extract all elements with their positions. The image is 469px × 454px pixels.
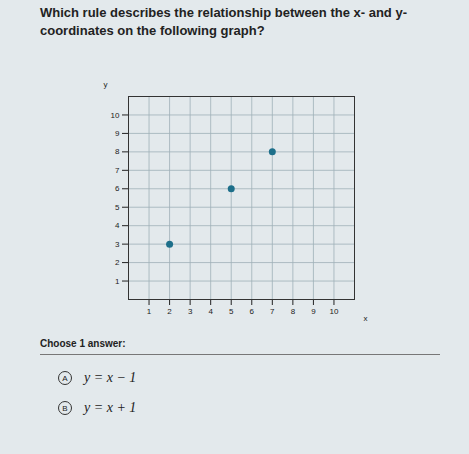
html-text:A: A xyxy=(62,373,68,383)
svg-text:10: 10 xyxy=(330,307,339,316)
svg-text:10: 10 xyxy=(111,111,120,120)
svg-text:3: 3 xyxy=(115,240,120,249)
html-text:y = x − 1: y = x − 1 xyxy=(84,370,137,385)
svg-text:x: x xyxy=(364,314,368,323)
svg-text:1: 1 xyxy=(147,307,152,316)
svg-text:3: 3 xyxy=(188,307,193,316)
svg-text:8: 8 xyxy=(291,307,296,316)
svg-text:1: 1 xyxy=(115,277,120,286)
svg-text:9: 9 xyxy=(115,129,120,138)
svg-text:4: 4 xyxy=(115,221,120,230)
svg-text:4: 4 xyxy=(208,307,213,316)
svg-text:6: 6 xyxy=(250,307,255,316)
html-text:y = x + 1: y = x + 1 xyxy=(84,400,137,415)
svg-text:7: 7 xyxy=(270,307,275,316)
svg-text:7: 7 xyxy=(115,166,120,175)
html-text:Which rule describes the relat: Which rule describes the relationship be… xyxy=(40,5,407,38)
html-text:B: B xyxy=(62,403,68,413)
svg-text:6: 6 xyxy=(115,184,120,193)
svg-text:5: 5 xyxy=(115,203,120,212)
svg-text:9: 9 xyxy=(311,307,316,316)
svg-text:5: 5 xyxy=(229,307,234,316)
svg-text:8: 8 xyxy=(115,147,120,156)
html-text:Choose 1 answer:: Choose 1 answer: xyxy=(40,338,126,349)
svg-text:2: 2 xyxy=(167,307,172,316)
svg-text:y: y xyxy=(104,80,108,89)
svg-text:2: 2 xyxy=(115,258,120,267)
